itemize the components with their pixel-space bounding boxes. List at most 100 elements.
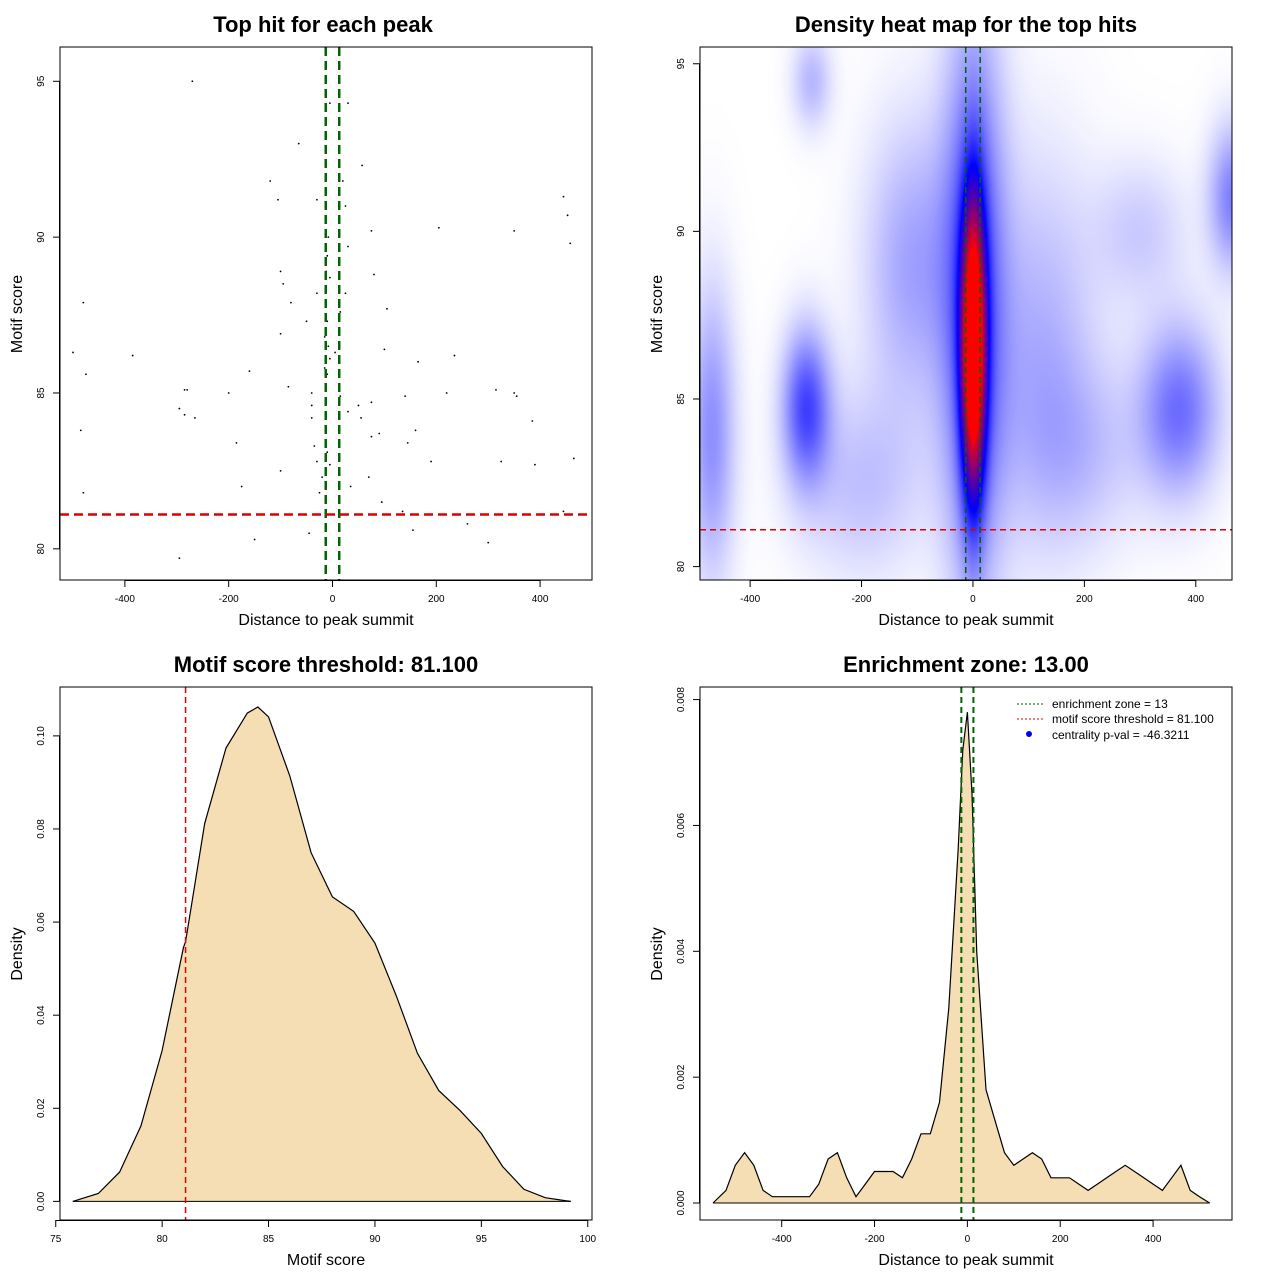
scatter-panel: Top hit for each peak -400 -200 0 200 400 80 8…: [9, 12, 593, 629]
scatter-point: [566, 214, 569, 217]
score-density-x-tick-label: 100: [579, 1234, 596, 1245]
scatter-y-tick-label: 90: [36, 231, 47, 243]
scatter-point: [466, 522, 469, 525]
heatmap-y-tick-label: 80: [676, 561, 687, 573]
scatter-point: [310, 417, 313, 419]
scatter-point: [297, 142, 300, 145]
scatter-point: [277, 198, 279, 201]
heatmap-x-axis-label: Distance to peak summit: [878, 612, 1054, 629]
heatmap-x-tick-label: 400: [1187, 594, 1204, 605]
scatter-y-axis-label: Motif score: [9, 275, 26, 353]
distance-density-y-axis-label: Density: [649, 927, 666, 980]
scatter-point: [513, 392, 516, 394]
scatter-point: [572, 457, 575, 460]
scatter-point: [370, 230, 373, 232]
distance-density-y-tick-label: 0.002: [676, 1064, 687, 1089]
scatter-point: [339, 395, 342, 397]
scatter-point: [515, 395, 518, 397]
scatter-point: [85, 373, 87, 376]
distance-density-y-tick-label: 0.008: [676, 687, 687, 712]
scatter-point: [378, 432, 381, 435]
distance-density-density-curve: [712, 712, 1211, 1204]
score-density-y-tick-label: 0.02: [36, 1098, 47, 1118]
scatter-point: [279, 470, 282, 472]
scatter-point: [361, 164, 363, 167]
scatter-x-tick-label: 200: [428, 594, 445, 605]
scatter-point: [328, 463, 331, 466]
heatmap-panel: Density heat map for the top hits -400 -2…: [649, 12, 1233, 629]
heatmap-y-tick-label: 85: [676, 393, 687, 405]
distance-density-x-tick-label: 0: [965, 1234, 971, 1245]
scatter-point: [227, 392, 230, 394]
scatter-point: [513, 230, 516, 232]
heatmap-x-tick-label: -400: [740, 594, 760, 605]
scatter-point: [183, 388, 186, 391]
scatter-point: [316, 198, 318, 201]
scatter-point: [406, 441, 409, 444]
scatter-y-tick-label: 85: [36, 387, 47, 399]
score-density-x-tick-label: 90: [369, 1234, 381, 1245]
scatter-x-tick-label: 0: [330, 594, 336, 605]
scatter-point: [437, 226, 440, 229]
scatter-point: [72, 351, 74, 354]
scatter-point: [321, 476, 324, 479]
scatter-point: [327, 345, 330, 348]
scatter-point: [326, 451, 329, 454]
scatter-point: [534, 463, 536, 466]
score-density-x-tick-label: 80: [157, 1234, 169, 1245]
scatter-point: [414, 429, 417, 432]
distance-density-x-tick-label: -400: [772, 1234, 792, 1245]
score-density-density-curve: [72, 706, 571, 1202]
legend-threshold-label: motif score threshold = 81.100: [1052, 712, 1214, 726]
scatter-x-tick-label: -400: [115, 594, 135, 605]
scatter-point: [279, 332, 282, 335]
heatmap-y-tick-label: 95: [676, 58, 687, 70]
scatter-point: [380, 501, 383, 503]
scatter-x-tick-label: 400: [532, 594, 549, 605]
scatter-point: [562, 195, 565, 198]
scatter-point: [194, 417, 196, 419]
scatter-point: [323, 367, 326, 369]
scatter-point: [347, 245, 349, 248]
scatter-point: [417, 360, 420, 363]
scatter-point: [316, 460, 318, 463]
scatter-point: [344, 205, 347, 207]
scatter-point: [191, 80, 194, 83]
score-density-area-fill: [72, 707, 571, 1202]
legend-pval-label: centrality p-val = -46.3211: [1052, 728, 1190, 742]
scatter-point: [316, 292, 318, 295]
scatter-point: [308, 532, 311, 535]
scatter-point: [487, 541, 490, 544]
distance-density-title: Enrichment zone: 13.00: [843, 652, 1089, 677]
scatter-point: [328, 357, 331, 360]
scatter-point: [253, 538, 256, 541]
scatter-x-tick-label: -200: [219, 594, 239, 605]
distance-density-x-tick-label: 400: [1145, 1234, 1162, 1245]
scatter-point: [310, 392, 313, 394]
scatter-point: [401, 510, 404, 513]
distance-density-x-tick-label: -200: [865, 1234, 885, 1245]
scatter-point: [404, 395, 407, 397]
score-density-x-tick-label: 85: [263, 1234, 275, 1245]
scatter-point: [500, 460, 503, 463]
distance-density-x-axis-label: Distance to peak summit: [878, 1252, 1054, 1269]
distance-density-y-tick-label: 0.004: [676, 938, 687, 963]
score-density-y-tick-label: 0.00: [36, 1191, 47, 1211]
scatter-point: [318, 491, 321, 494]
scatter-point: [248, 370, 251, 373]
scatter-point: [341, 180, 344, 182]
scatter-point: [569, 242, 572, 245]
heatmap-y-axis-label: Motif score: [649, 275, 666, 353]
scatter-point: [79, 429, 82, 432]
scatter-point: [282, 282, 285, 285]
scatter-point: [279, 270, 282, 273]
scatter-point: [370, 435, 373, 438]
scatter-point: [339, 311, 342, 313]
scatter-point: [347, 410, 349, 413]
scatter-point: [373, 273, 375, 276]
scatter-point: [370, 401, 373, 404]
scatter-point: [183, 413, 186, 416]
scatter-point: [453, 354, 456, 357]
score-density-x-tick-label: 75: [50, 1234, 62, 1245]
